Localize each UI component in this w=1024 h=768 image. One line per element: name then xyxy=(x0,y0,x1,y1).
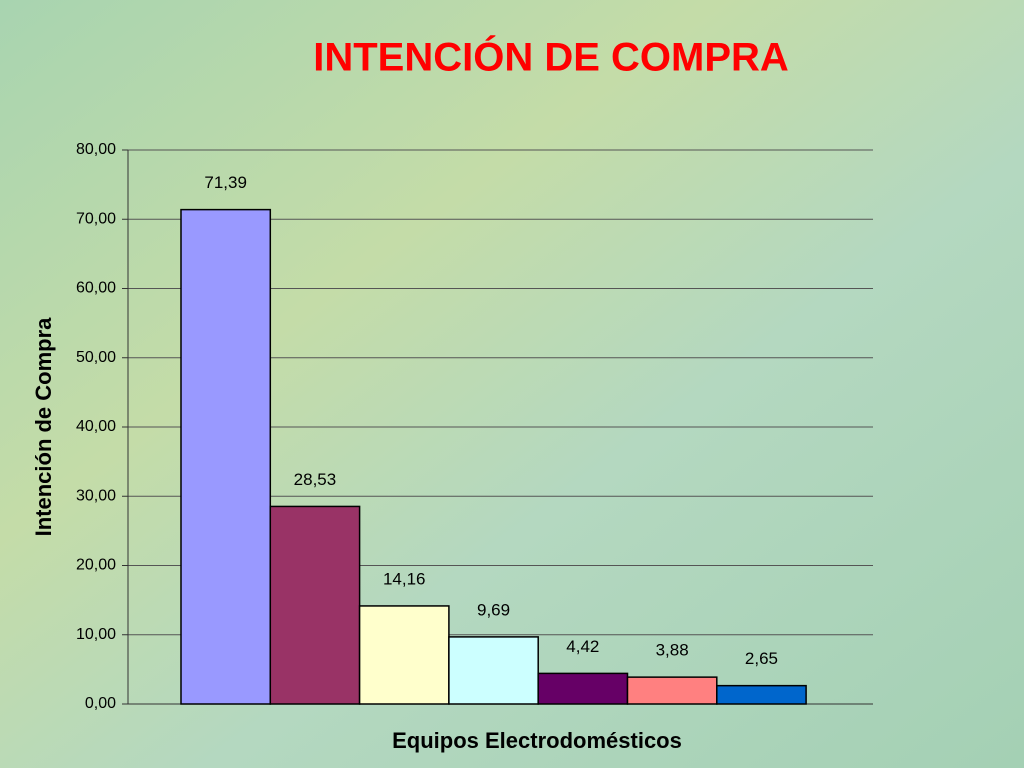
y-tick-label: 10,00 xyxy=(76,626,116,643)
y-tick-label: 50,00 xyxy=(76,349,116,366)
x-axis-label: Equipos Electrodomésticos xyxy=(392,728,682,753)
y-tick-label: 70,00 xyxy=(76,210,116,227)
bar xyxy=(626,676,718,705)
y-tick-label: 40,00 xyxy=(76,418,116,435)
y-tick-label: 80,00 xyxy=(76,141,116,158)
bar xyxy=(180,208,272,705)
y-tick-label: 20,00 xyxy=(76,557,116,574)
y-tick-label: 60,00 xyxy=(76,280,116,297)
y-tick-label: 30,00 xyxy=(76,487,116,504)
value-label: 14,16 xyxy=(383,569,426,588)
value-label: 9,69 xyxy=(477,600,510,619)
bar xyxy=(537,672,629,705)
bar xyxy=(448,636,539,705)
y-tick-label: 0,00 xyxy=(85,695,116,712)
y-axis-label: Intención de Compra xyxy=(31,317,56,537)
value-label: 2,65 xyxy=(745,649,778,668)
bar xyxy=(269,505,361,705)
value-label: 71,39 xyxy=(204,173,247,192)
value-label: 4,42 xyxy=(566,637,599,656)
bar xyxy=(358,605,450,705)
value-label: 3,88 xyxy=(656,641,689,660)
value-label: 28,53 xyxy=(294,470,337,489)
bar xyxy=(716,684,807,705)
chart-title: INTENCIÓN DE COMPRA xyxy=(313,34,789,80)
